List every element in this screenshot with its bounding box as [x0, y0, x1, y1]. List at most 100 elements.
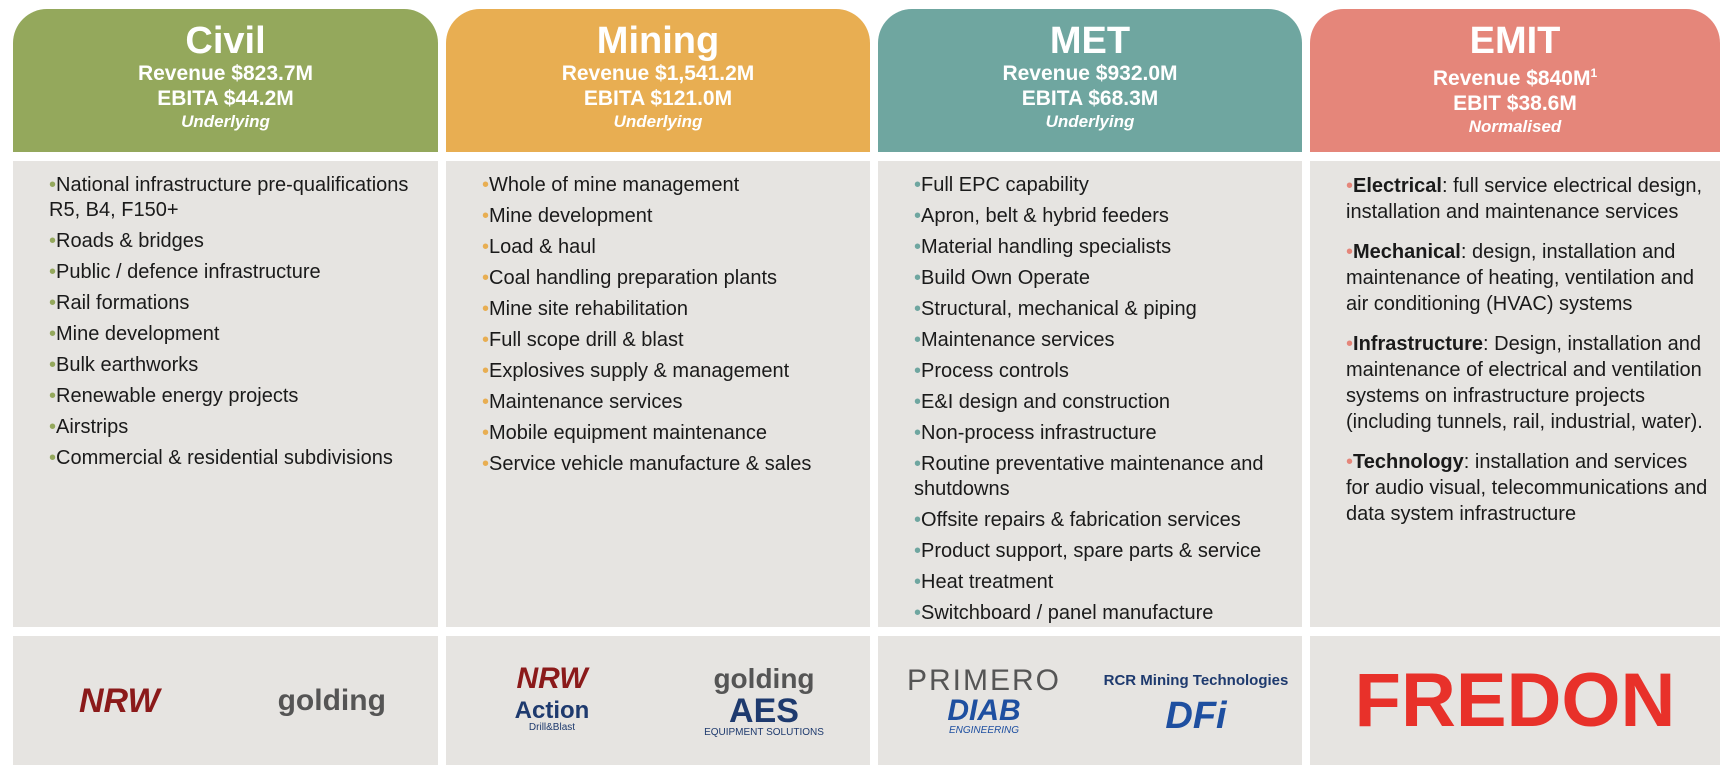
item-text: Heat treatment — [921, 571, 1054, 593]
column: Mining Revenue $1,541.2M EBITA $121.0M Unde… — [446, 9, 870, 765]
item-text: Full scope drill & blast — [489, 329, 684, 351]
revenue: Revenue $1,541.2M — [446, 61, 870, 86]
item-heading: Infrastructure — [1353, 333, 1484, 355]
logo: AES EQUIPMENT SOLUTIONS — [669, 694, 860, 738]
bullet: • — [49, 261, 57, 283]
bullet: • — [482, 267, 490, 289]
logo-text: PRIMERO — [906, 663, 1061, 697]
item-text: Material handling specialists — [921, 236, 1172, 258]
list-item: •Public / defence infrastructure — [49, 260, 428, 285]
item-text: Mine development — [56, 323, 220, 345]
item-heading: Technology — [1353, 451, 1464, 473]
revenue-text: Revenue $1,541.2M — [561, 62, 755, 85]
item-text: Whole of mine management — [489, 174, 740, 196]
item-text: Maintenance services — [489, 391, 683, 413]
logo-text: NRW — [516, 661, 588, 695]
bullet: • — [49, 292, 57, 314]
logo-text: Action — [514, 696, 590, 724]
list-item: •Mine development — [49, 322, 428, 347]
revenue-text: Revenue $823.7M — [137, 62, 314, 85]
item-text: Service vehicle manufacture & sales — [489, 453, 812, 475]
bullet: • — [482, 298, 490, 320]
earnings: EBITA $44.2M — [157, 87, 294, 110]
list-item: •National infrastructure pre-qualificati… — [49, 173, 428, 223]
bullet: • — [1346, 175, 1354, 197]
list-item: •Offsite repairs & fabrication services — [914, 508, 1292, 533]
item-text: Build Own Operate — [921, 267, 1090, 289]
column-title: Mining — [596, 20, 720, 62]
bullet: • — [482, 422, 490, 444]
logo-area: FREDON — [1310, 636, 1720, 765]
logo-text: RCR Mining Technologies — [1103, 672, 1289, 689]
list-item: •Structural, mechanical & piping — [914, 297, 1292, 322]
item-list: •Electrical: full service electrical des… — [1310, 161, 1720, 527]
bullet: • — [482, 360, 490, 382]
revenue: Revenue $932.0M — [878, 61, 1302, 86]
list-item: •Commercial & residential subdivisions — [49, 446, 428, 471]
earnings: EBITA $68.3M — [1021, 87, 1159, 110]
list-item: •Mobile equipment maintenance — [482, 421, 860, 446]
logo-subtext: Drill&Blast — [528, 721, 576, 733]
logo-area: PRIMERO RCR Mining Technologies DIAB ENGINE… — [878, 636, 1302, 765]
bullet: • — [49, 416, 57, 438]
list-item: •Non-process infrastructure — [914, 421, 1292, 446]
logo-text: golding — [277, 683, 386, 717]
item-text: Routine preventative maintenance and shu… — [914, 453, 1264, 500]
list-item: •Explosives supply & management — [482, 359, 860, 384]
earnings: EBIT $38.6M — [1453, 92, 1577, 115]
column: EMIT Revenue $840M1 EBIT $38.6M Normalised •… — [1310, 9, 1720, 765]
item-text: Explosives supply & management — [489, 360, 790, 382]
bullet: • — [914, 509, 922, 531]
item-text: Product support, spare parts & service — [921, 540, 1262, 562]
list-item: •Process controls — [914, 359, 1292, 384]
logo: PRIMERO — [889, 663, 1080, 697]
logo-subtext: ENGINEERING — [948, 724, 1019, 736]
column-body: •Full EPC capability •Apron, belt & hybri… — [878, 161, 1302, 627]
column-title: MET — [1049, 20, 1131, 62]
logo: Action Drill&Blast — [457, 696, 648, 733]
bullet: • — [482, 236, 490, 258]
item-text: National infrastructure pre-qualificatio… — [49, 174, 409, 221]
item-text: Mine site rehabilitation — [489, 298, 689, 320]
list-item: •Mine site rehabilitation — [482, 297, 860, 322]
item-text: : Design, installation and maintenance o… — [1346, 333, 1703, 433]
logo-text: DIAB — [947, 693, 1021, 727]
footnote-mark: 1 — [1590, 66, 1598, 80]
item-list: •Whole of mine management •Mine developme… — [446, 161, 870, 477]
bullet: • — [49, 174, 57, 196]
item-text: Structural, mechanical & piping — [921, 298, 1197, 320]
column-body: •National infrastructure pre-qualificati… — [13, 161, 438, 627]
item-list: •Full EPC capability •Apron, belt & hybri… — [878, 161, 1302, 626]
list-item: •Renewable energy projects — [49, 384, 428, 409]
list-item: •Coal handling preparation plants — [482, 266, 860, 291]
logo-subtext: EQUIPMENT SOLUTIONS — [704, 726, 824, 738]
item-text: Non-process infrastructure — [921, 422, 1157, 444]
list-item: •Airstrips — [49, 415, 428, 440]
logo: golding — [230, 683, 434, 717]
logo: golding — [669, 662, 860, 694]
list-item: •Electrical: full service electrical des… — [1346, 173, 1710, 225]
bullet: • — [914, 205, 922, 227]
column-body: •Electrical: full service electrical des… — [1310, 161, 1720, 627]
logo-area: NRW golding Action Drill&Blast AES EQUIPMENT … — [446, 636, 870, 765]
list-item: •Maintenance services — [482, 390, 860, 415]
column-header: Mining Revenue $1,541.2M EBITA $121.0M Unde… — [446, 9, 870, 152]
list-item: •Material handling specialists — [914, 235, 1292, 260]
logo-text: golding — [713, 662, 815, 694]
list-item: •Technology: installation and services f… — [1346, 449, 1710, 527]
bullet: • — [49, 385, 57, 407]
bullet: • — [482, 391, 490, 413]
bullet: • — [914, 422, 922, 444]
item-text: Bulk earthworks — [56, 354, 199, 376]
logo-text: DFi — [1165, 694, 1227, 737]
bullet: • — [914, 602, 922, 624]
list-item: •Whole of mine management — [482, 173, 860, 198]
bullet: • — [482, 205, 490, 227]
column-title: EMIT — [1469, 20, 1561, 62]
list-item: •Apron, belt & hybrid feeders — [914, 204, 1292, 229]
basis: Underlying — [1045, 112, 1135, 131]
item-text: Public / defence infrastructure — [56, 261, 321, 283]
column-header: Civil Revenue $823.7M EBITA $44.2M Underlyi… — [13, 9, 438, 152]
bullet: • — [914, 236, 922, 258]
